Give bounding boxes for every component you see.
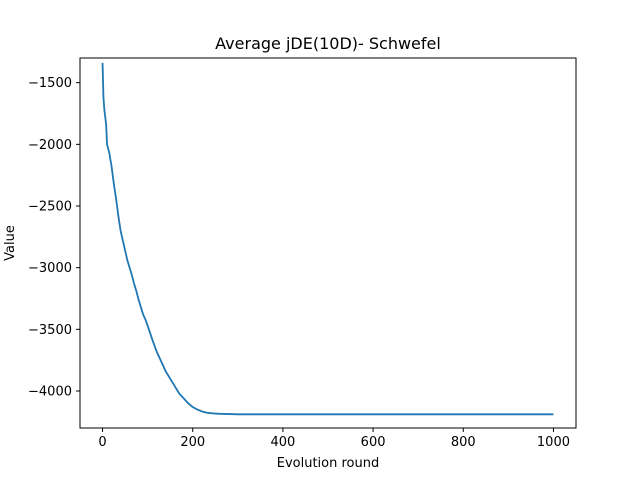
x-tick-label: 1000 — [537, 435, 570, 450]
y-tick-label: −3000 — [28, 261, 72, 276]
y-axis: −1500 −2000 −2500 −3000 −3500 −4000 — [28, 76, 80, 400]
y-axis-label: Value — [3, 225, 18, 261]
x-tick-label: 600 — [361, 435, 386, 450]
y-tick-label: −2500 — [28, 200, 72, 215]
plot-frame — [79, 57, 577, 429]
y-tick-label: −2000 — [28, 138, 72, 153]
x-axis-label: Evolution round — [277, 456, 380, 471]
x-tick-label: 800 — [451, 435, 476, 450]
x-tick-label: 400 — [270, 435, 295, 450]
x-tick-label: 200 — [180, 435, 205, 450]
y-tick-label: −3500 — [28, 323, 72, 338]
series-layer — [101, 62, 554, 416]
y-tick-label: −1500 — [28, 76, 72, 91]
chart-title: Average jDE(10D)- Schwefel — [215, 34, 441, 53]
x-tick-label: 0 — [98, 435, 106, 450]
y-tick-label: −4000 — [28, 385, 72, 400]
x-axis: 0 200 400 600 800 1000 — [98, 428, 570, 450]
series-line — [101, 62, 554, 416]
